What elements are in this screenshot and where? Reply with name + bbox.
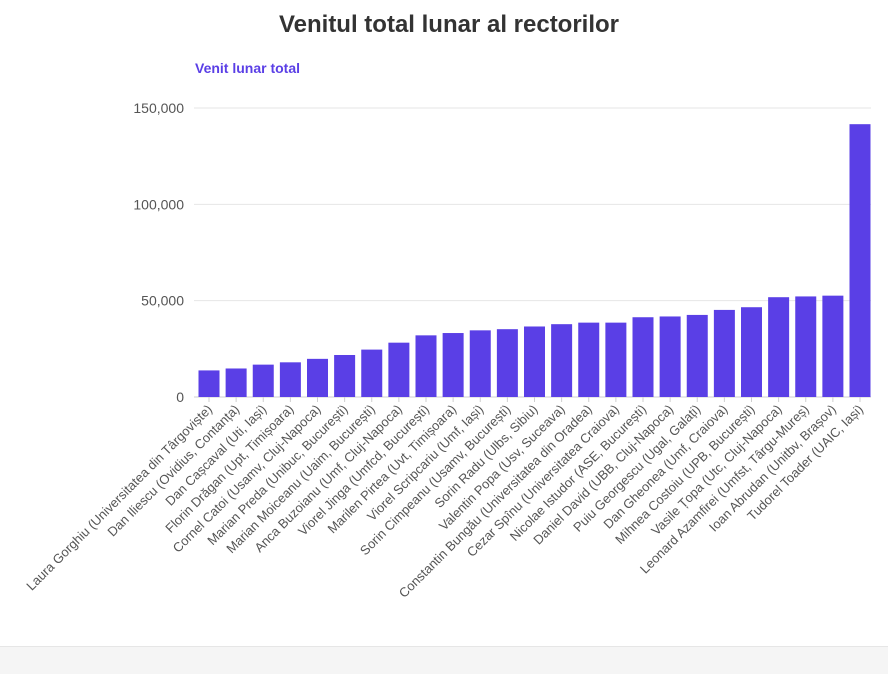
bar[interactable] [578, 322, 600, 397]
bar[interactable] [632, 317, 654, 397]
bar[interactable] [307, 358, 328, 397]
y-tick-label: 50,000 [141, 293, 184, 309]
bar[interactable] [849, 124, 871, 398]
bar[interactable] [496, 329, 518, 397]
bars [198, 124, 871, 398]
bar[interactable] [605, 322, 627, 397]
bar[interactable] [388, 342, 410, 397]
y-axis-label: Venit lunar total [195, 60, 301, 76]
bar-chart: 0 50,000 100,000 150,000 Laura Gorghiu (Uni… [23, 100, 871, 601]
bar[interactable] [252, 364, 274, 397]
bar[interactable] [659, 316, 681, 397]
bar[interactable] [551, 324, 573, 397]
bar[interactable] [713, 309, 735, 397]
x-tick-label: Laura Gorghiu (Universitatea din Târgovi… [23, 402, 215, 594]
bar[interactable] [415, 335, 437, 397]
bar[interactable] [822, 295, 844, 397]
bar[interactable] [741, 307, 762, 397]
bar[interactable] [768, 297, 790, 397]
footer-bar [0, 646, 888, 674]
bar[interactable] [361, 349, 383, 397]
bar[interactable] [686, 314, 708, 397]
chart-title: Venitul total lunar al rectorilor [278, 11, 620, 38]
y-tick-label: 100,000 [133, 196, 184, 212]
y-tick-label: 0 [176, 389, 184, 405]
x-axis-ticks: Laura Gorghiu (Universitatea din Târgovi… [23, 397, 866, 601]
bar[interactable] [279, 362, 301, 397]
bar[interactable] [334, 354, 356, 397]
bar[interactable] [225, 368, 247, 397]
bar[interactable] [524, 326, 545, 397]
y-axis-ticks: 0 50,000 100,000 150,000 [133, 100, 184, 405]
y-tick-label: 150,000 [133, 100, 184, 116]
bar[interactable] [198, 370, 220, 397]
bar[interactable] [795, 296, 817, 397]
bar[interactable] [442, 333, 464, 397]
bar[interactable] [469, 330, 491, 397]
